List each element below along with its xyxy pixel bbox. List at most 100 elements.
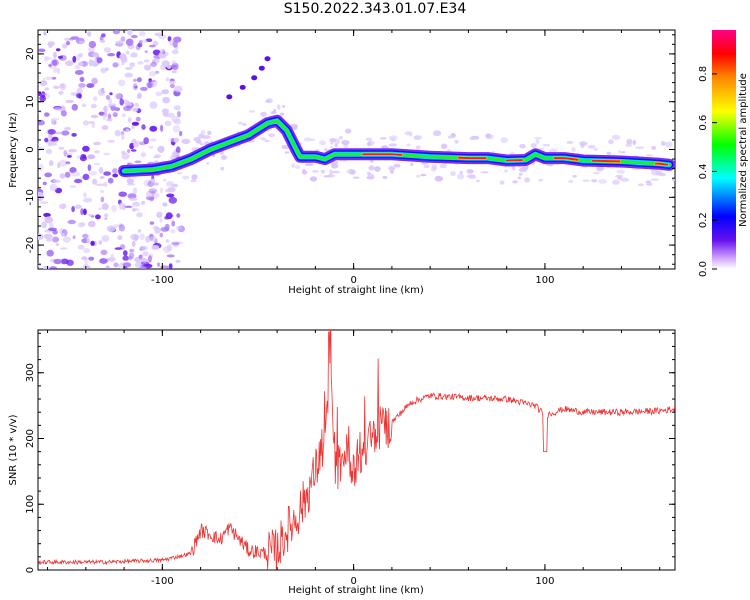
noise-blob xyxy=(126,183,136,186)
noise-blob xyxy=(99,189,104,194)
noise-blob xyxy=(138,254,143,259)
noise-blob xyxy=(139,233,145,240)
noise-blob xyxy=(38,48,46,53)
noise-blob xyxy=(58,90,64,95)
haze-blob xyxy=(374,166,381,172)
noise-blob xyxy=(148,255,152,263)
noise-blob xyxy=(131,121,140,126)
noise-blob xyxy=(76,53,81,62)
noise-blob xyxy=(55,131,62,135)
noise-blob xyxy=(101,33,106,38)
noise-blob xyxy=(166,181,174,187)
noise-blob xyxy=(145,235,151,243)
noise-blob xyxy=(171,70,177,74)
haze-blob xyxy=(330,163,339,169)
noise-blob xyxy=(149,80,156,83)
noise-blob xyxy=(162,113,168,117)
noise-blob xyxy=(103,182,108,187)
noise-blob xyxy=(120,36,126,42)
haze-blob xyxy=(671,178,675,182)
noise-blob xyxy=(155,91,163,97)
noise-blob xyxy=(51,59,59,67)
noise-blob xyxy=(103,105,108,113)
haze-blob xyxy=(242,123,247,126)
noise-blob xyxy=(138,40,143,44)
noise-blob xyxy=(138,31,146,37)
haze-blob xyxy=(329,169,333,176)
noise-blob xyxy=(95,183,105,187)
spectrogram-x-tick-label: -100 xyxy=(151,275,174,286)
noise-blob xyxy=(68,148,77,153)
noise-blob xyxy=(59,83,65,89)
noise-blob xyxy=(82,248,91,254)
noise-blob xyxy=(104,213,109,218)
haze-blob xyxy=(615,174,624,178)
noise-blob xyxy=(78,62,84,66)
haze-blob xyxy=(500,137,509,144)
side-branch-point xyxy=(239,84,246,90)
noise-blob xyxy=(134,160,142,163)
noise-blob xyxy=(112,173,119,178)
noise-blob xyxy=(41,221,47,229)
haze-blob xyxy=(518,167,528,172)
haze-blob xyxy=(329,138,337,143)
haze-blob xyxy=(276,104,281,110)
haze-blob xyxy=(645,154,654,157)
noise-blob xyxy=(162,96,171,104)
noise-blob xyxy=(38,143,41,146)
noise-blob xyxy=(105,265,110,269)
haze-blob xyxy=(391,137,395,142)
haze-blob xyxy=(608,139,614,145)
noise-blob xyxy=(149,44,156,48)
noise-blob xyxy=(91,77,98,85)
noise-blob xyxy=(98,240,103,245)
noise-blob xyxy=(160,48,166,54)
colorbar-tick-label: 0.0 xyxy=(698,261,709,277)
noise-blob xyxy=(49,266,58,269)
noise-blob xyxy=(165,212,173,220)
noise-blob xyxy=(176,213,181,218)
noise-blob xyxy=(87,220,96,228)
noise-blob xyxy=(67,155,72,158)
noise-blob xyxy=(90,103,97,109)
snr-series-line xyxy=(38,330,675,570)
noise-blob xyxy=(100,39,106,43)
haze-blob xyxy=(220,167,225,171)
haze-blob xyxy=(504,169,508,173)
colorbar-tick-label: 0.4 xyxy=(698,163,709,179)
noise-blob xyxy=(92,96,98,102)
noise-blob xyxy=(74,64,81,70)
noise-blob xyxy=(57,67,60,74)
noise-blob xyxy=(60,110,67,117)
noise-blob xyxy=(43,31,47,36)
noise-blob xyxy=(74,70,84,75)
haze-blob xyxy=(593,171,600,175)
ridge-hot-red xyxy=(591,159,621,163)
noise-blob xyxy=(124,67,133,70)
haze-blob xyxy=(330,142,334,145)
noise-blob xyxy=(173,118,182,125)
haze-blob xyxy=(470,135,480,140)
noise-blob xyxy=(61,43,68,49)
haze-blob xyxy=(566,140,574,144)
noise-blob xyxy=(164,120,172,127)
noise-blob xyxy=(76,93,82,99)
noise-blob xyxy=(123,250,128,257)
noise-blob xyxy=(99,176,105,179)
noise-blob xyxy=(94,150,100,154)
noise-blob xyxy=(169,83,175,89)
noise-blob xyxy=(134,261,142,268)
noise-blob xyxy=(112,62,119,68)
haze-blob xyxy=(632,139,637,145)
haze-blob xyxy=(415,145,421,150)
noise-blob xyxy=(175,226,182,230)
noise-blob xyxy=(103,152,111,156)
haze-blob xyxy=(397,163,401,168)
haze-blob xyxy=(181,138,191,144)
noise-blob xyxy=(143,137,149,145)
noise-blob xyxy=(150,236,158,243)
spectrogram-x-axis-label: Height of straight line (km) xyxy=(288,285,424,296)
noise-blob xyxy=(165,188,172,193)
noise-blob xyxy=(76,87,83,95)
noise-blob xyxy=(101,125,109,131)
